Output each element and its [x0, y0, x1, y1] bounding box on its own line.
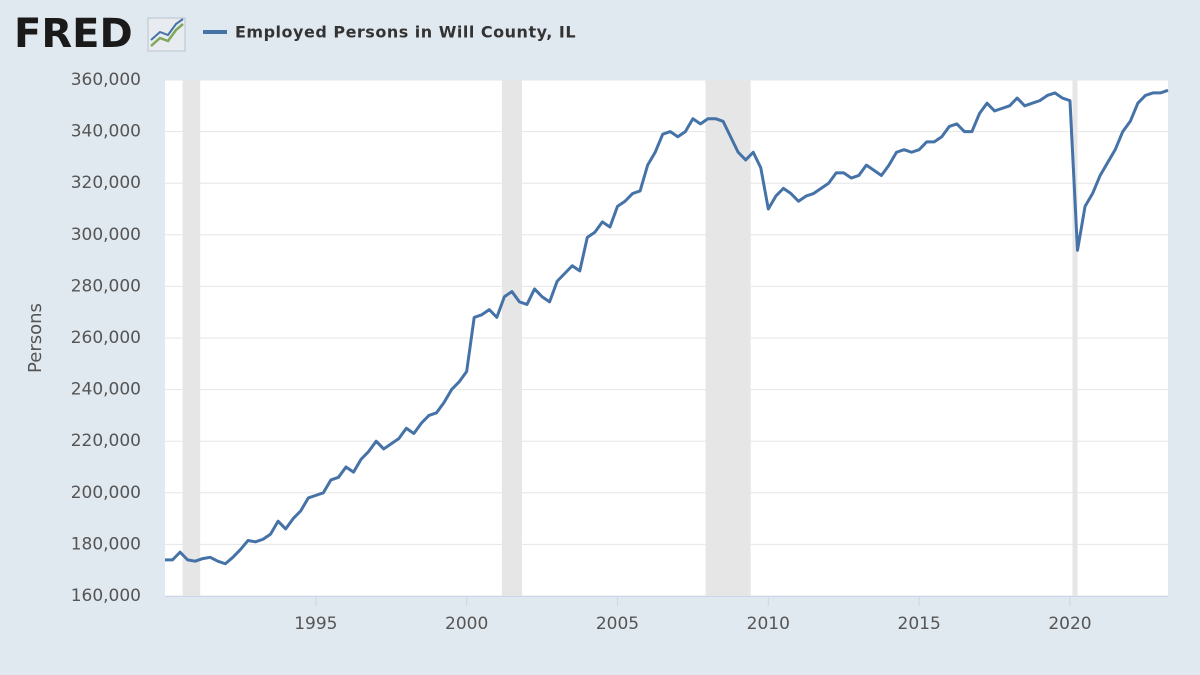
x-tick-label: 2015	[898, 614, 941, 634]
y-tick-label: 300,000	[71, 225, 141, 245]
y-axis-label: Persons	[25, 303, 46, 373]
y-tick-label: 160,000	[71, 586, 141, 606]
x-tick-label: 1995	[294, 614, 337, 634]
y-tick-label: 220,000	[71, 431, 141, 451]
x-tick-label: 2000	[445, 614, 488, 634]
logo-icon-line	[150, 23, 184, 47]
chart-title: Employed Persons in Will County, IL	[235, 23, 576, 42]
y-tick-label: 280,000	[71, 276, 141, 296]
x-tick-label: 2005	[596, 614, 639, 634]
y-tick-label: 240,000	[71, 380, 141, 400]
fred-logo: FRED	[14, 11, 186, 57]
y-tick-label: 320,000	[71, 173, 141, 193]
x-tick-label: 2020	[1048, 614, 1091, 634]
y-tick-label: 340,000	[71, 122, 141, 142]
y-tick-label: 360,000	[71, 70, 141, 90]
logo-text: FRED	[14, 11, 133, 57]
y-tick-label: 200,000	[71, 483, 141, 503]
x-tick-label: 2010	[747, 614, 790, 634]
y-tick-label: 260,000	[71, 328, 141, 348]
logo-icon-line	[150, 18, 184, 41]
y-tick-label: 180,000	[71, 534, 141, 554]
series-line	[165, 88, 1169, 566]
